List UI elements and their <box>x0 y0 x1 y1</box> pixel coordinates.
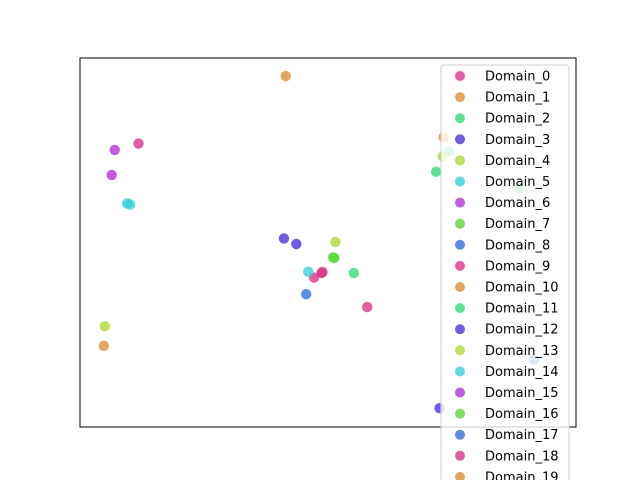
legend-marker-domain-5 <box>455 176 465 187</box>
point-domain-17-0 <box>301 289 312 300</box>
legend-label-domain-9: Domain_9 <box>485 259 550 274</box>
legend-label-domain-6: Domain_6 <box>485 196 550 211</box>
legend-marker-domain-9 <box>455 260 465 271</box>
legend-label-domain-3: Domain_3 <box>485 133 550 148</box>
legend-label-domain-19: Domain_19 <box>485 470 559 480</box>
legend-label-domain-1: Domain_1 <box>485 91 550 106</box>
point-domain-13-0 <box>330 236 341 248</box>
legend-marker-domain-10 <box>455 282 465 292</box>
legend-label-domain-0: Domain_0 <box>485 70 550 85</box>
legend-label-domain-17: Domain_17 <box>485 428 559 443</box>
point-domain-5-1 <box>124 199 136 210</box>
legend-marker-domain-11 <box>455 303 465 314</box>
legend-label-domain-7: Domain_7 <box>485 217 550 232</box>
point-domain-14-0 <box>303 266 314 277</box>
point-domain-12-0 <box>291 238 302 250</box>
legend-marker-domain-1 <box>455 92 465 103</box>
legend-label-domain-4: Domain_4 <box>485 154 550 169</box>
point-domain-6-1 <box>106 169 117 181</box>
legend-marker-domain-7 <box>455 218 465 229</box>
legend-label-domain-16: Domain_16 <box>485 407 559 422</box>
legend-marker-domain-12 <box>455 324 465 335</box>
point-domain-18-1 <box>362 301 373 313</box>
legend-marker-domain-15 <box>455 387 465 398</box>
legend-label-domain-8: Domain_8 <box>485 238 550 253</box>
point-domain-10-0 <box>98 340 110 351</box>
point-domain-0-0 <box>133 138 144 149</box>
legend-marker-domain-19 <box>455 471 465 480</box>
legend-label-domain-10: Domain_10 <box>485 281 559 296</box>
point-domain-11-0 <box>348 267 359 279</box>
legend-marker-domain-6 <box>455 197 465 208</box>
point-domain-1-0 <box>280 70 291 82</box>
legend-label-domain-5: Domain_5 <box>485 175 550 190</box>
legend-marker-domain-8 <box>455 239 465 250</box>
legend-label-domain-11: Domain_11 <box>485 302 559 317</box>
legend-marker-domain-4 <box>455 155 465 166</box>
legend-frame <box>440 64 570 480</box>
legend-label-domain-15: Domain_15 <box>485 386 559 401</box>
point-domain-16-0 <box>327 252 339 263</box>
legend-marker-domain-2 <box>455 113 465 124</box>
legend-marker-domain-0 <box>455 71 465 81</box>
legend-marker-domain-18 <box>455 450 465 461</box>
legend: Domain_0 Domain_1 Domain_2 Domain_3 Domain_4… <box>440 64 570 480</box>
point-domain-6-0 <box>109 144 120 156</box>
legend-marker-domain-14 <box>455 366 465 377</box>
legend-label-domain-13: Domain_13 <box>485 344 559 359</box>
legend-label-domain-2: Domain_2 <box>485 112 550 127</box>
legend-label-domain-14: Domain_14 <box>485 365 559 380</box>
point-domain-4-0 <box>99 321 111 332</box>
legend-marker-domain-17 <box>455 429 465 440</box>
point-domain-18-0 <box>317 266 328 278</box>
legend-marker-domain-16 <box>455 408 465 419</box>
legend-label-domain-12: Domain_12 <box>485 323 559 338</box>
point-domain-2-1 <box>430 166 442 177</box>
legend-marker-domain-3 <box>455 134 465 145</box>
point-domain-3-0 <box>278 233 290 244</box>
legend-marker-domain-13 <box>455 345 465 356</box>
legend-label-domain-18: Domain_18 <box>485 449 559 464</box>
